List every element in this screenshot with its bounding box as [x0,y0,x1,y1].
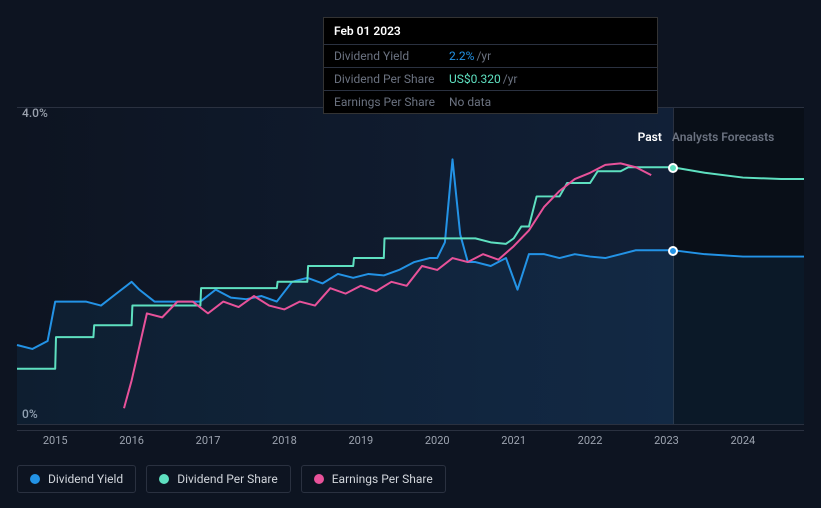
legend-label: Dividend Per Share [177,472,278,486]
tooltip-row-unit: /yr [476,49,491,63]
x-axis-tick: 2018 [272,434,297,447]
plot-area[interactable] [17,107,804,425]
past-forecast-labels: Past Analysts Forecasts [638,130,775,144]
x-axis-tick: 2020 [425,434,450,447]
tooltip-row: Dividend Per ShareUS$0.320 /yr [324,68,657,91]
chart-tooltip: Feb 01 2023 Dividend Yield2.2% /yrDivide… [323,17,658,114]
legend-dot-icon [314,474,324,484]
legend-label: Dividend Yield [48,472,123,486]
chart-legend: Dividend Yield Dividend Per Share Earnings… [17,465,446,493]
legend-item[interactable]: Dividend Yield [17,465,136,493]
tooltip-row: Dividend Yield2.2% /yr [324,45,657,68]
forecast-label: Analysts Forecasts [672,130,774,144]
tooltip-row: Earnings Per ShareNo data [324,91,657,113]
x-axis-tick: 2021 [501,434,526,447]
x-axis-tick: 2015 [43,434,68,447]
x-axis-tick: 2024 [730,434,755,447]
tooltip-row-value: US$0.320 [449,72,501,86]
x-axis-tick: 2016 [119,434,144,447]
crosshair-dot [668,246,678,256]
tooltip-row-unit: /yr [503,72,518,86]
chart-lines [17,108,804,424]
x-axis: 2015 2016 2017 2018 2019 2020 2021 2022 2023 2024 [17,430,804,450]
x-axis-tick: 2017 [196,434,221,447]
tooltip-row-value: No data [449,95,491,109]
past-label: Past [638,130,662,144]
tooltip-row-label: Dividend Yield [334,49,449,63]
tooltip-date: Feb 01 2023 [324,18,657,45]
legend-label: Earnings Per Share [332,472,433,486]
legend-item[interactable]: Earnings Per Share [301,465,446,493]
legend-item[interactable]: Dividend Per Share [146,465,291,493]
dividend-chart: Feb 01 2023 Dividend Yield2.2% /yrDivide… [0,0,821,508]
x-axis-tick: 2023 [654,434,679,447]
tooltip-row-label: Dividend Per Share [334,72,449,86]
x-axis-tick: 2019 [348,434,373,447]
crosshair-dot [668,163,678,173]
x-axis-tick: 2022 [578,434,603,447]
tooltip-row-value: 2.2% [449,49,474,63]
legend-dot-icon [30,474,40,484]
tooltip-row-label: Earnings Per Share [334,95,449,109]
legend-dot-icon [159,474,169,484]
